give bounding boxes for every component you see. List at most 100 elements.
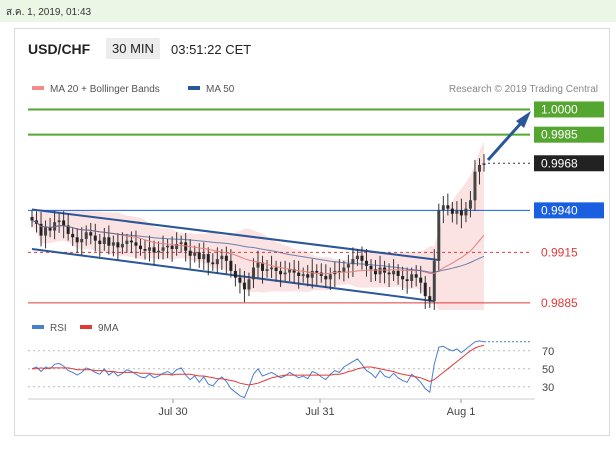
candle (265, 259, 269, 278)
candle (66, 213, 70, 241)
candle (459, 198, 463, 229)
x-tick-label: Jul 30 (158, 406, 187, 418)
timeframe-badge[interactable]: 30 MIN (106, 38, 160, 59)
level-label-10000: 1.0000 (541, 102, 578, 116)
candle (62, 211, 66, 239)
candle (75, 228, 79, 254)
candle (283, 260, 287, 281)
candle (111, 235, 115, 257)
channel-lower-line (31, 248, 435, 303)
copyright-text: Research © 2019 Trading Central (449, 84, 598, 95)
forecast-arrow-line (486, 120, 524, 162)
candle (288, 262, 292, 282)
candle (238, 268, 242, 294)
level-label-box-10000 (534, 101, 604, 118)
rsi-legend-swatch (32, 325, 44, 329)
ma50-line (31, 220, 485, 273)
candle (468, 191, 472, 218)
candle (98, 233, 102, 257)
candle (428, 286, 432, 308)
candle (274, 260, 278, 282)
candle (346, 254, 350, 279)
candle (224, 246, 228, 274)
candle (310, 259, 314, 289)
candle (432, 249, 436, 310)
candle (206, 247, 210, 276)
candle (71, 227, 75, 247)
candle (161, 235, 165, 260)
candle (297, 260, 301, 289)
rsi-line (31, 340, 485, 399)
date-stamp-bar: ส.ค. 1, 2019, 01:43 (0, 0, 616, 22)
candle (301, 267, 305, 283)
rsi-level-label-70: 70 (542, 346, 554, 358)
candle (482, 154, 486, 172)
candle (355, 249, 359, 266)
candle (450, 201, 454, 223)
candle (93, 223, 97, 252)
level-label-09885: 0.9885 (541, 296, 578, 310)
candle (324, 264, 328, 289)
candle (138, 238, 142, 256)
level-label-09940: 0.9940 (541, 203, 578, 217)
candle (220, 249, 224, 270)
ma50-legend-swatch (188, 86, 200, 90)
candle (414, 265, 418, 287)
channel-upper-line (31, 208, 439, 261)
candle (437, 203, 441, 272)
candle (30, 210, 34, 228)
candle (292, 259, 296, 284)
candle (125, 233, 129, 253)
candle (89, 222, 93, 245)
candle (202, 242, 206, 270)
candle (188, 238, 192, 269)
candle (152, 240, 156, 266)
candle (247, 272, 251, 297)
candle (477, 158, 481, 185)
candle (473, 159, 477, 212)
candle (157, 241, 161, 260)
candle (143, 239, 147, 260)
candle (211, 253, 215, 271)
header-time: 03:51:22 CET (171, 42, 252, 57)
candle (342, 260, 346, 282)
rsi-legend-label: RSI (50, 323, 67, 334)
candle (184, 233, 188, 262)
rsi-level-label-30: 30 (542, 382, 554, 394)
candle (233, 264, 237, 287)
candle (116, 233, 120, 261)
candle (39, 212, 43, 247)
rsi-ma-legend-label: 9MA (98, 323, 119, 334)
candle (197, 243, 201, 268)
candle (107, 225, 111, 255)
candle (44, 220, 48, 249)
candle (242, 270, 246, 303)
candle (360, 246, 364, 270)
candle (80, 227, 84, 256)
x-tick-label: Aug 1 (447, 406, 476, 418)
rsi-ma-legend-swatch (80, 325, 92, 329)
candle (306, 265, 310, 287)
candle (319, 263, 323, 283)
level-label-box-09968 (534, 155, 604, 172)
level-label-09968: 0.9968 (541, 156, 578, 170)
candle (120, 232, 124, 255)
candle (455, 201, 459, 225)
ma50-legend-label: MA 50 (206, 84, 235, 95)
candle (279, 261, 283, 288)
candle (170, 236, 174, 262)
candle (166, 238, 170, 259)
candle (446, 193, 450, 216)
candle (251, 258, 255, 289)
candle (364, 249, 368, 277)
candle (84, 225, 88, 246)
level-label-09985: 0.9985 (541, 128, 578, 142)
candle (256, 250, 260, 279)
candle (378, 255, 382, 284)
candle (387, 263, 391, 288)
candle (270, 255, 274, 278)
candle (423, 275, 427, 309)
bollinger-legend-label: MA 20 + Bollinger Bands (50, 84, 160, 95)
date-stamp: ส.ค. 1, 2019, 01:43 (6, 7, 92, 18)
candle (148, 235, 152, 262)
